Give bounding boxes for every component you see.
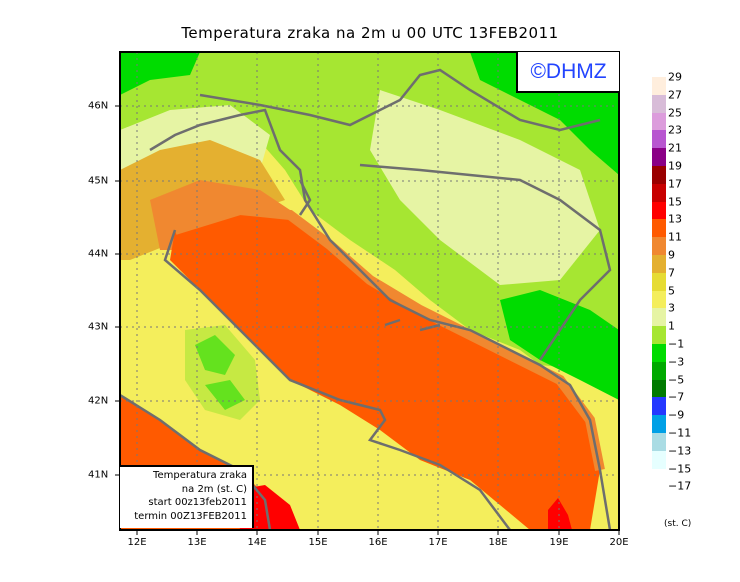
- lon-label: 16E: [368, 537, 388, 548]
- colorbar-swatch: [652, 308, 666, 327]
- graticule: [120, 52, 619, 530]
- colorbar-swatch: [652, 201, 666, 220]
- field-lightgreen-pannonia: [370, 90, 600, 285]
- colorbar-label: −15: [668, 462, 692, 476]
- info-line: Temperatura zraka: [153, 470, 247, 481]
- lat-label: 41N: [88, 469, 109, 481]
- colorbar-label: 11: [668, 230, 682, 244]
- sea-edge-orange: [173, 204, 605, 471]
- colorbar-swatch: [652, 361, 666, 381]
- colorbar-label: 5: [668, 284, 675, 298]
- lat-label: 43N: [88, 321, 109, 333]
- colorbar-label: 1: [668, 319, 675, 333]
- coastlines: [120, 68, 612, 530]
- colorbar-label: 25: [668, 106, 682, 120]
- colorbar-label: 17: [668, 177, 682, 191]
- lon-label: 14E: [247, 537, 267, 548]
- lon-label: 17E: [428, 537, 448, 548]
- colorbar-swatch: [652, 148, 666, 167]
- colorbar-swatch: [652, 166, 666, 185]
- colorbar-swatch: [652, 415, 666, 434]
- colorbar-swatch: [652, 397, 666, 416]
- colorbar-swatch: [652, 183, 666, 203]
- lat-label: 42N: [88, 395, 109, 407]
- colorbar-label: −9: [668, 408, 685, 422]
- adriatic-sea-field: [170, 210, 600, 530]
- map-title: Temperatura zraka na 2m u 00 UTC 13FEB20…: [181, 24, 559, 42]
- axis-ticks: [115, 105, 620, 535]
- colorbar-label: 3: [668, 301, 675, 315]
- colorbar-swatch: [652, 112, 666, 131]
- colorbar-swatch: [652, 77, 666, 96]
- colorbar-label: −1: [668, 337, 685, 351]
- colorbar-label: −5: [668, 373, 685, 387]
- lat-label: 45N: [88, 175, 109, 187]
- field-lightgreen-apennines: [185, 325, 260, 420]
- colorbar-swatch: [652, 237, 666, 256]
- info-line: termin 00Z13FEB2011: [134, 510, 247, 522]
- dhmz-logo: ©DHMZ: [516, 52, 619, 93]
- lon-label: 20E: [609, 537, 629, 548]
- lon-label: 13E: [187, 537, 207, 548]
- colorbar-swatch: [652, 433, 666, 452]
- lon-label: 15E: [308, 537, 328, 548]
- lon-label: 12E: [127, 537, 147, 548]
- colorbar-label: 21: [668, 141, 682, 155]
- colorbar-label: 23: [668, 123, 682, 137]
- colorbar-swatch: [652, 130, 666, 149]
- colorbar-label: 9: [668, 248, 675, 262]
- colorbar-label: 15: [668, 195, 682, 209]
- colorbar-swatch: [652, 255, 666, 274]
- colorbar-label: 7: [668, 266, 675, 280]
- info-box: Temperatura zraka na 2m (st. C) start 00…: [120, 465, 254, 528]
- colorbar-label: 29: [668, 70, 682, 84]
- info-line: na 2m (st. C): [181, 483, 247, 495]
- colorbar-unit: (st. C): [664, 519, 692, 529]
- info-line: start 00z13feb2011: [148, 497, 247, 508]
- field-red-patch-se: [548, 498, 572, 530]
- lon-label: 19E: [549, 537, 569, 548]
- colorbar-label: −7: [668, 390, 685, 404]
- colorbar-swatch: [652, 290, 666, 309]
- colorbar-label: 13: [668, 212, 682, 226]
- lat-label: 46N: [88, 100, 109, 112]
- colorbar-swatch: [652, 326, 666, 345]
- colorbar-label: 27: [668, 88, 682, 102]
- colorbar-swatch: [652, 450, 666, 470]
- colorbar-swatch: [652, 94, 666, 114]
- field-green-se: [500, 290, 619, 400]
- colorbar-label: −3: [668, 355, 685, 369]
- lat-label: 44N: [88, 248, 109, 260]
- colorbar-swatch: [652, 219, 666, 238]
- field-darkgreen-nw: [120, 52, 200, 95]
- colorbar-label: −17: [668, 479, 692, 493]
- colorbar-label: −11: [668, 426, 692, 440]
- colorbar-swatch: [652, 344, 666, 363]
- colorbar-label: 19: [668, 159, 682, 173]
- logo-text: ©DHMZ: [530, 59, 607, 83]
- colorbar-swatch: [652, 379, 666, 398]
- colorbar-swatch: [652, 272, 666, 292]
- colorbar-label: −13: [668, 444, 692, 458]
- map-frame: [119, 51, 620, 531]
- lon-label: 18E: [488, 537, 508, 548]
